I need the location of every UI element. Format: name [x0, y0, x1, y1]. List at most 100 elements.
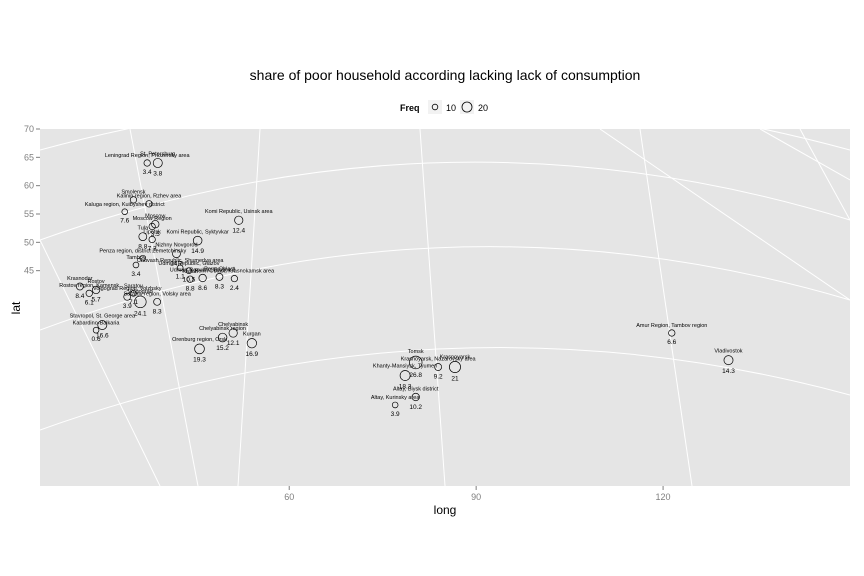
point-name-label: Udmurt Republic, Glazov — [158, 261, 219, 267]
point-name-label: Chelyabinsk region — [199, 326, 246, 332]
point-value-label: 10.5 — [183, 277, 196, 284]
meridian-line — [599, 129, 850, 301]
data-point — [399, 370, 411, 381]
data-point — [134, 295, 147, 309]
legend: Freq 10 20 — [400, 100, 488, 114]
point-value-label: 7.1 — [129, 299, 138, 306]
data-point — [85, 289, 93, 297]
point-name-label: Smolensk — [121, 190, 145, 196]
point-name-label: Kazan — [182, 269, 198, 275]
x-tick-label: 120 — [656, 492, 671, 502]
point-value-label: 8.4 — [75, 293, 84, 300]
axes: 60 90 120 45 50 55 60 65 70 — [24, 124, 671, 502]
point-value-label: 3.8 — [153, 171, 162, 178]
data-point — [123, 292, 132, 301]
meridian-line — [419, 129, 446, 486]
point-name-label: Perm Oblast — [204, 266, 235, 272]
data-point — [148, 235, 156, 244]
point-name-label: Amur Region, Tambov region — [636, 323, 707, 329]
point-name-label: Stavropol, St. George area — [70, 314, 136, 320]
x-tick-label: 60 — [284, 492, 294, 502]
point-name-label: Moscow — [145, 213, 165, 219]
data-point — [215, 273, 224, 281]
point-name-label: Saratov — [124, 283, 143, 289]
data-point — [434, 363, 442, 371]
point-name-label: Tambov — [126, 255, 146, 261]
point-name-label: Rostov region, Kamensk — [59, 283, 119, 289]
parallel-line — [40, 246, 850, 331]
data-point — [449, 361, 461, 373]
y-tick-label: 60 — [24, 181, 34, 191]
point-value-label: 8.8 — [186, 285, 195, 292]
point-name-label: Vladivostok — [714, 349, 742, 355]
data-point — [129, 196, 138, 204]
point-name-label: Lipetsk — [143, 229, 161, 235]
point-value-label: 3.4 — [143, 169, 152, 176]
point-name-label: Kaluga region, Kuibyshev district — [85, 202, 165, 208]
data-point — [145, 200, 153, 208]
legend-label-20: 20 — [478, 103, 488, 113]
legend-key-bg-1 — [428, 100, 442, 114]
chart-title: share of poor household according lackin… — [250, 67, 641, 83]
point-name-label: Leningrad Region, Priozersky area — [105, 153, 191, 159]
y-axis-title: lat — [9, 301, 23, 314]
map-background — [40, 129, 850, 486]
data-point — [176, 264, 184, 272]
point-name-label: Kurgan — [243, 331, 261, 337]
legend-key-20 — [461, 101, 473, 113]
point-value-label: 14.9 — [191, 248, 204, 255]
point-name-label: Volgograd Region, Volzhsky — [93, 286, 162, 292]
data-point — [228, 328, 238, 338]
point-value-label: 7.6 — [120, 218, 129, 225]
point-name-label: Krasnoyarsk — [440, 354, 471, 360]
point-value-label: 3.4 — [131, 271, 140, 278]
point-value-label: 8.6 — [198, 285, 207, 292]
data-point — [194, 343, 205, 355]
point-name-label: Kabardino-Balkaria — [73, 320, 121, 326]
data-point — [409, 355, 423, 370]
data-points: Leningrad Region, Priozersky area 3.4 St. … — [59, 151, 743, 417]
point-name-label: Komi Republic, Syktyvkar — [166, 229, 229, 235]
x-tick-label: 90 — [471, 492, 481, 502]
point-value-label: 7.3 — [148, 246, 157, 253]
data-point — [97, 320, 108, 330]
data-point — [192, 235, 203, 246]
point-value-label: 14.3 — [722, 368, 735, 375]
meridian-line — [237, 129, 261, 486]
data-point — [217, 332, 228, 343]
point-value-label: 16.9 — [246, 351, 259, 358]
data-point — [723, 355, 734, 366]
point-value-label: 14.2 — [170, 261, 183, 268]
data-point — [132, 261, 140, 269]
point-value-label: 8.3 — [215, 283, 224, 290]
y-tick-label: 50 — [24, 237, 34, 247]
data-point — [198, 273, 207, 283]
point-value-label: 15.2 — [216, 345, 229, 352]
data-point — [234, 215, 244, 225]
point-name-label: Rostov — [88, 279, 105, 285]
point-value-label: 12.1 — [227, 340, 240, 347]
parallel-line — [40, 347, 850, 431]
y-tick-label: 65 — [24, 152, 34, 162]
point-value-label: 3.5 — [151, 231, 160, 238]
point-name-label: Kalinin region, Rzhev area — [117, 194, 182, 200]
data-point — [148, 222, 156, 231]
point-value-label: 21 — [451, 376, 459, 383]
data-point — [92, 326, 100, 334]
point-name-label: Chuvash Republic, Shumerlya area — [137, 258, 224, 264]
point-value-label: 3.9 — [123, 303, 132, 310]
point-value-label: 3.9 — [391, 411, 400, 418]
legend-title: Freq — [400, 103, 420, 113]
point-value-label: 2.4 — [230, 285, 239, 292]
point-name-label: Khanty-Mansiysk, Tyumen — [373, 363, 437, 369]
data-point — [230, 275, 238, 283]
point-name-label: Saratov region, Volsky area — [124, 291, 192, 297]
data-point — [153, 297, 161, 306]
data-point — [143, 159, 151, 167]
y-tick-label: 45 — [24, 266, 34, 276]
point-name-label: Altay, Biysk district — [393, 386, 439, 392]
point-name-label: Orenburg region, Orsk — [172, 337, 227, 343]
point-name-label: Penza region, district Zemetchinsky — [99, 248, 186, 254]
